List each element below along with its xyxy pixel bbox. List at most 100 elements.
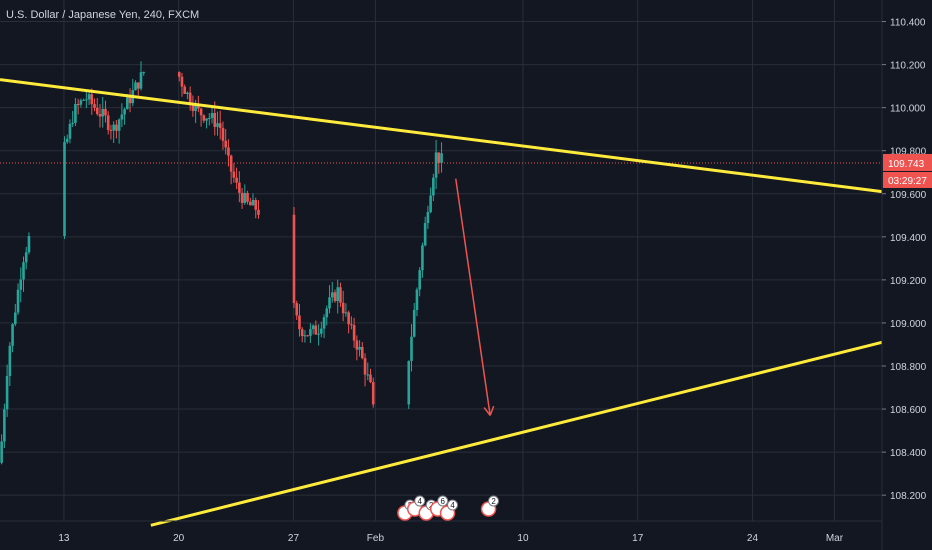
- candle-body: [121, 115, 124, 120]
- candle-body: [101, 109, 104, 117]
- candle-body: [74, 104, 77, 123]
- candle-body: [178, 72, 181, 77]
- candle-body: [107, 115, 110, 129]
- candle-body: [137, 82, 140, 88]
- event-count-text: 4: [450, 501, 455, 510]
- candle-body: [22, 262, 25, 279]
- candle-body: [80, 100, 83, 104]
- candle-body: [306, 335, 309, 336]
- candle-body: [235, 178, 238, 183]
- candle-body: [421, 245, 424, 270]
- candle-body: [110, 130, 113, 131]
- time-tick-label: 27: [288, 533, 300, 544]
- candle-body: [63, 142, 66, 236]
- candle-body: [77, 104, 80, 105]
- candle-body: [254, 200, 257, 210]
- candle-body: [257, 210, 260, 215]
- candle-body: [429, 195, 432, 212]
- candle-body: [28, 236, 31, 252]
- price-tick-label: 108.600: [890, 405, 927, 416]
- candle-body: [219, 123, 222, 128]
- candle-body: [372, 382, 375, 404]
- candle-body: [91, 94, 94, 104]
- candle-body: [356, 340, 359, 349]
- candle-body: [140, 72, 143, 88]
- candle-body: [230, 156, 233, 172]
- candle-body: [142, 72, 145, 73]
- candle-body: [25, 252, 28, 262]
- candle-body: [345, 312, 348, 313]
- price-tick-label: 109.200: [890, 276, 927, 287]
- price-tick-label: 110.000: [890, 104, 926, 115]
- candle-body: [123, 109, 126, 114]
- event-count-text: 4: [418, 497, 423, 506]
- candle-body: [112, 125, 115, 131]
- candle-body: [364, 358, 367, 374]
- candle-body: [126, 97, 129, 109]
- candle-body: [213, 113, 216, 127]
- time-tick-label: 20: [173, 533, 185, 544]
- candle-body: [334, 292, 337, 301]
- candle-body: [9, 346, 12, 376]
- candle-body: [435, 152, 438, 177]
- candle-body: [69, 124, 72, 139]
- candle-body: [293, 215, 296, 303]
- time-tick-label: Feb: [367, 533, 385, 544]
- trendline[interactable]: [0, 80, 882, 192]
- candle-body: [342, 303, 345, 313]
- candle-body: [413, 310, 416, 337]
- candle-body: [3, 409, 6, 441]
- current-price-text: 109.743: [888, 159, 925, 170]
- candle-body: [298, 315, 301, 329]
- candle-body: [424, 223, 427, 245]
- price-tick-label: 108.800: [890, 362, 927, 373]
- candle-body: [358, 347, 361, 350]
- candle-body: [410, 337, 413, 361]
- candle-body: [71, 123, 74, 124]
- projection-arrow[interactable]: [456, 179, 490, 416]
- candle-body: [312, 326, 315, 330]
- candle-body: [252, 200, 255, 205]
- candle-body: [0, 441, 3, 462]
- time-tick-label: Mar: [826, 533, 844, 544]
- candle-body: [295, 303, 298, 315]
- candle-body: [183, 87, 186, 94]
- candle-body: [93, 104, 96, 108]
- candle-body: [315, 326, 318, 335]
- candle-body: [85, 99, 88, 100]
- candle-body: [323, 317, 326, 328]
- trendline[interactable]: [151, 342, 882, 525]
- candle-body: [320, 329, 323, 334]
- candle-body: [96, 108, 99, 114]
- candle-body: [17, 290, 20, 313]
- candle-body: [361, 347, 364, 358]
- candle-body: [6, 376, 9, 409]
- candle-body: [200, 109, 203, 116]
- candle-body: [366, 374, 369, 375]
- candle-body: [233, 172, 236, 178]
- candle-body: [440, 153, 443, 163]
- candle-body: [416, 290, 419, 310]
- candle-body: [432, 178, 435, 196]
- candle-body: [222, 128, 225, 141]
- candle-body: [407, 361, 410, 404]
- candle-body: [66, 139, 69, 142]
- candle-body: [246, 193, 249, 202]
- price-tick-label: 108.400: [890, 448, 927, 459]
- candle-body: [115, 125, 118, 131]
- candle-body: [181, 77, 184, 87]
- candle-body: [203, 115, 206, 120]
- candle-body: [208, 118, 211, 119]
- projection-arrow-head: [490, 406, 493, 415]
- candle-body: [238, 183, 241, 193]
- price-tick-label: 109.600: [890, 190, 927, 201]
- event-count-text: 2: [491, 497, 496, 506]
- candle-body: [418, 270, 421, 289]
- price-tick-label: 109.000: [890, 319, 927, 330]
- time-tick-label: 24: [747, 533, 759, 544]
- candle-body: [369, 374, 372, 382]
- price-tick-label: 108.200: [890, 491, 927, 502]
- candle-body: [104, 109, 107, 115]
